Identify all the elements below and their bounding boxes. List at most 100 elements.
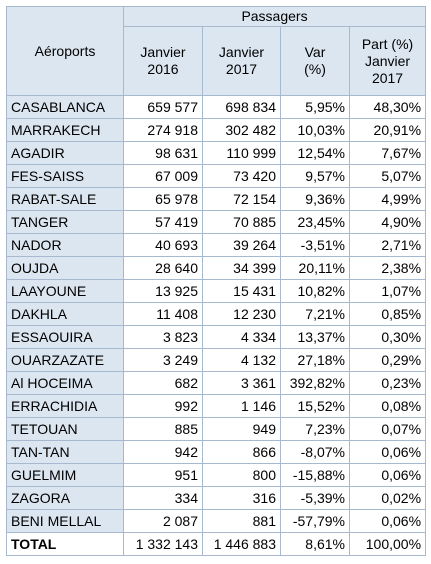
- table-cell: 57 419: [123, 210, 203, 234]
- header-line: Janvier: [364, 52, 411, 69]
- table-cell: 274 918: [123, 118, 203, 142]
- airport-name: LAAYOUNE: [6, 279, 124, 303]
- airport-name: AGADIR: [6, 141, 124, 165]
- table-cell: 0,06%: [348, 440, 427, 464]
- table-cell: 98 631: [123, 141, 203, 165]
- table-cell: 72 154: [202, 187, 281, 211]
- table-cell: 1 332 143: [123, 532, 203, 556]
- table-cell: 12,54%: [280, 141, 350, 165]
- table-cell: 34 399: [202, 256, 281, 280]
- table-row: TANGER 57 419 70 885 23,45% 4,90%: [6, 210, 427, 234]
- table-cell: 65 978: [123, 187, 203, 211]
- table-cell: 7,67%: [348, 141, 427, 165]
- table-cell: 28 640: [123, 256, 203, 280]
- table-cell: 1 446 883: [202, 532, 281, 556]
- header-line: Janvier: [218, 44, 265, 60]
- table-cell: 951: [123, 463, 203, 487]
- column-header: Var (%): [280, 26, 350, 96]
- table-cell: 949: [202, 417, 281, 441]
- table-row: BENI MELLAL 2 087 881 -57,79% 0,06%: [6, 509, 427, 533]
- table-row: OUJDA 28 640 34 399 20,11% 2,38%: [6, 256, 427, 280]
- table-cell: 12 230: [202, 302, 281, 326]
- table-cell: 682: [123, 371, 203, 395]
- table-cell: 0,06%: [348, 463, 427, 487]
- header-line: 2016: [147, 61, 179, 77]
- airport-name: GUELMIM: [6, 463, 124, 487]
- table-row: OUARZAZATE 3 249 4 132 27,18% 0,29%: [6, 348, 427, 372]
- table-row: NADOR 40 693 39 264 -3,51% 2,71%: [6, 233, 427, 257]
- total-row: TOTAL 1 332 143 1 446 883 8,61% 100,00%: [6, 532, 427, 556]
- table-cell: 11 408: [123, 302, 203, 326]
- table-cell: 15 431: [202, 279, 281, 303]
- table-cell: 334: [123, 486, 203, 510]
- table-cell: 9,36%: [280, 187, 350, 211]
- table-cell: 881: [202, 509, 281, 533]
- table-cell: 1 146: [202, 394, 281, 418]
- table-cell: 4,99%: [348, 187, 427, 211]
- table-row: ERRACHIDIA 992 1 146 15,52% 0,08%: [6, 394, 427, 418]
- table-row: GUELMIM 951 800 -15,88% 0,06%: [6, 463, 427, 487]
- table-cell: 7,23%: [280, 417, 350, 441]
- table-cell: 0,06%: [348, 509, 427, 533]
- table-cell: -3,51%: [280, 233, 350, 257]
- table-cell: 20,11%: [280, 256, 350, 280]
- table-cell: 2,71%: [348, 233, 427, 257]
- table-cell: -57,79%: [280, 509, 350, 533]
- table-cell: 13 925: [123, 279, 203, 303]
- header-line: 2017: [225, 61, 258, 77]
- table-cell: 7,21%: [280, 302, 350, 326]
- table-cell: 0,29%: [348, 348, 427, 372]
- table-cell: 0,30%: [348, 325, 427, 349]
- table-cell: 302 482: [202, 118, 281, 142]
- table-cell: 27,18%: [280, 348, 350, 372]
- table-cell: 13,37%: [280, 325, 350, 349]
- table-row: MARRAKECH 274 918 302 482 10,03% 20,91%: [6, 118, 427, 142]
- table-row: ESSAOUIRA 3 823 4 334 13,37% 0,30%: [6, 325, 427, 349]
- table-cell: 73 420: [202, 164, 281, 188]
- table-cell: 3 361: [202, 371, 281, 395]
- table-cell: 885: [123, 417, 203, 441]
- airport-name: RABAT-SALE: [6, 187, 124, 211]
- table-cell: 4,90%: [348, 210, 427, 234]
- header-line: Var: [304, 44, 326, 60]
- table-cell: 15,52%: [280, 394, 350, 418]
- table-cell: 698 834: [202, 95, 281, 119]
- table-cell: -5,39%: [280, 486, 350, 510]
- table-cell: 23,45%: [280, 210, 350, 234]
- table-cell: 1,07%: [348, 279, 427, 303]
- table-cell: -15,88%: [280, 463, 350, 487]
- airport-name: ZAGORA: [6, 486, 124, 510]
- table-cell: 4 132: [202, 348, 281, 372]
- airport-name: DAKHLA: [6, 302, 124, 326]
- airport-name: TETOUAN: [6, 417, 124, 441]
- header-line: Part (%): [361, 35, 414, 52]
- table-cell: 40 693: [123, 233, 203, 257]
- airport-name: ESSAOUIRA: [6, 325, 124, 349]
- table-cell: 2,38%: [348, 256, 427, 280]
- table-cell: 100,00%: [348, 532, 427, 556]
- table-row: TAN-TAN 942 866 -8,07% 0,06%: [6, 440, 427, 464]
- table-cell: 67 009: [123, 164, 203, 188]
- airport-name: OUJDA: [6, 256, 124, 280]
- airport-name: NADOR: [6, 233, 124, 257]
- airport-name: TOTAL: [6, 532, 124, 556]
- table-cell: 9,57%: [280, 164, 350, 188]
- table-cell: 10,03%: [280, 118, 350, 142]
- table-row: DAKHLA 11 408 12 230 7,21% 0,85%: [6, 302, 427, 326]
- table-cell: 48,30%: [348, 95, 427, 119]
- column-header: Part (%) Janvier 2017: [348, 26, 427, 96]
- table-cell: 659 577: [123, 95, 203, 119]
- airport-name: TAN-TAN: [6, 440, 124, 464]
- airport-name: ERRACHIDIA: [6, 394, 124, 418]
- table-row: TETOUAN 885 949 7,23% 0,07%: [6, 417, 427, 441]
- column-header: Janvier 2017: [202, 26, 281, 96]
- table-cell: 10,82%: [280, 279, 350, 303]
- table-cell: 866: [202, 440, 281, 464]
- table-cell: 3 823: [123, 325, 203, 349]
- header-line: Janvier: [140, 44, 186, 60]
- airport-name: TANGER: [6, 210, 124, 234]
- table-cell: 0,07%: [348, 417, 427, 441]
- table-cell: 392,82%: [280, 371, 350, 395]
- table-row: FES-SAISS 67 009 73 420 9,57% 5,07%: [6, 164, 427, 188]
